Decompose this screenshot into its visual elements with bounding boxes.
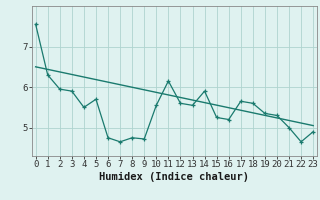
X-axis label: Humidex (Indice chaleur): Humidex (Indice chaleur) [100, 172, 249, 182]
